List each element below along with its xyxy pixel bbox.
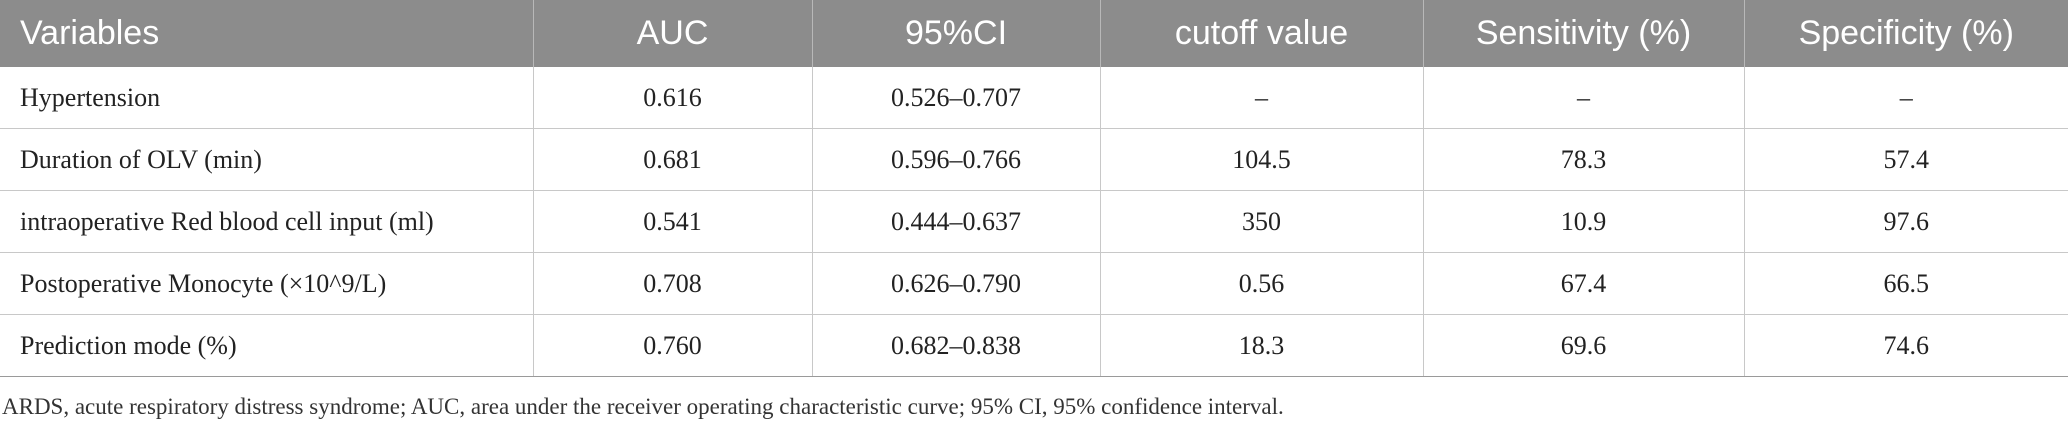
table-footnote: ARDS, acute respiratory distress syndrom… xyxy=(2,394,1284,419)
cell-auc: 0.760 xyxy=(533,314,813,377)
cell-95ci: 0.444–0.637 xyxy=(812,190,1101,253)
table-row: Hypertension 0.616 0.526–0.707 – – – xyxy=(0,67,2068,129)
cell-variable: Prediction mode (%) xyxy=(0,314,534,377)
cell-cutoff: 18.3 xyxy=(1100,314,1424,377)
header-cutoff-value: cutoff value xyxy=(1100,0,1424,67)
results-table: Variables AUC 95%CI cutoff value Sensiti… xyxy=(0,0,2068,377)
cell-sensitivity: 67.4 xyxy=(1423,252,1745,315)
cell-cutoff: – xyxy=(1100,67,1424,129)
table-row: Duration of OLV (min) 0.681 0.596–0.766 … xyxy=(0,128,2068,191)
cell-95ci: 0.682–0.838 xyxy=(812,314,1101,377)
header-variables: Variables xyxy=(0,0,534,67)
header-specificity: Specificity (%) xyxy=(1744,0,2068,67)
cell-specificity: 57.4 xyxy=(1744,128,2068,191)
cell-auc: 0.616 xyxy=(533,67,813,129)
cell-auc: 0.708 xyxy=(533,252,813,315)
table-row: intraoperative Red blood cell input (ml)… xyxy=(0,190,2068,253)
cell-specificity: 74.6 xyxy=(1744,314,2068,377)
cell-specificity: – xyxy=(1744,67,2068,129)
header-auc: AUC xyxy=(533,0,813,67)
cell-specificity: 66.5 xyxy=(1744,252,2068,315)
cell-variable: Duration of OLV (min) xyxy=(0,128,534,191)
cell-sensitivity: 10.9 xyxy=(1423,190,1745,253)
cell-cutoff: 104.5 xyxy=(1100,128,1424,191)
cell-specificity: 97.6 xyxy=(1744,190,2068,253)
header-95ci: 95%CI xyxy=(812,0,1101,67)
cell-sensitivity: 78.3 xyxy=(1423,128,1745,191)
cell-95ci: 0.596–0.766 xyxy=(812,128,1101,191)
cell-sensitivity: 69.6 xyxy=(1423,314,1745,377)
table-header-row: Variables AUC 95%CI cutoff value Sensiti… xyxy=(0,0,2068,67)
cell-sensitivity: – xyxy=(1423,67,1745,129)
table-row: Prediction mode (%) 0.760 0.682–0.838 18… xyxy=(0,314,2068,377)
table-row: Postoperative Monocyte (×10^9/L) 0.708 0… xyxy=(0,252,2068,315)
cell-cutoff: 350 xyxy=(1100,190,1424,253)
cell-95ci: 0.626–0.790 xyxy=(812,252,1101,315)
cell-variable: intraoperative Red blood cell input (ml) xyxy=(0,190,534,253)
cell-variable: Hypertension xyxy=(0,67,534,129)
cell-variable: Postoperative Monocyte (×10^9/L) xyxy=(0,252,534,315)
cell-auc: 0.541 xyxy=(533,190,813,253)
cell-95ci: 0.526–0.707 xyxy=(812,67,1101,129)
header-sensitivity: Sensitivity (%) xyxy=(1423,0,1745,67)
cell-cutoff: 0.56 xyxy=(1100,252,1424,315)
results-table-container: Variables AUC 95%CI cutoff value Sensiti… xyxy=(0,0,2068,377)
cell-auc: 0.681 xyxy=(533,128,813,191)
